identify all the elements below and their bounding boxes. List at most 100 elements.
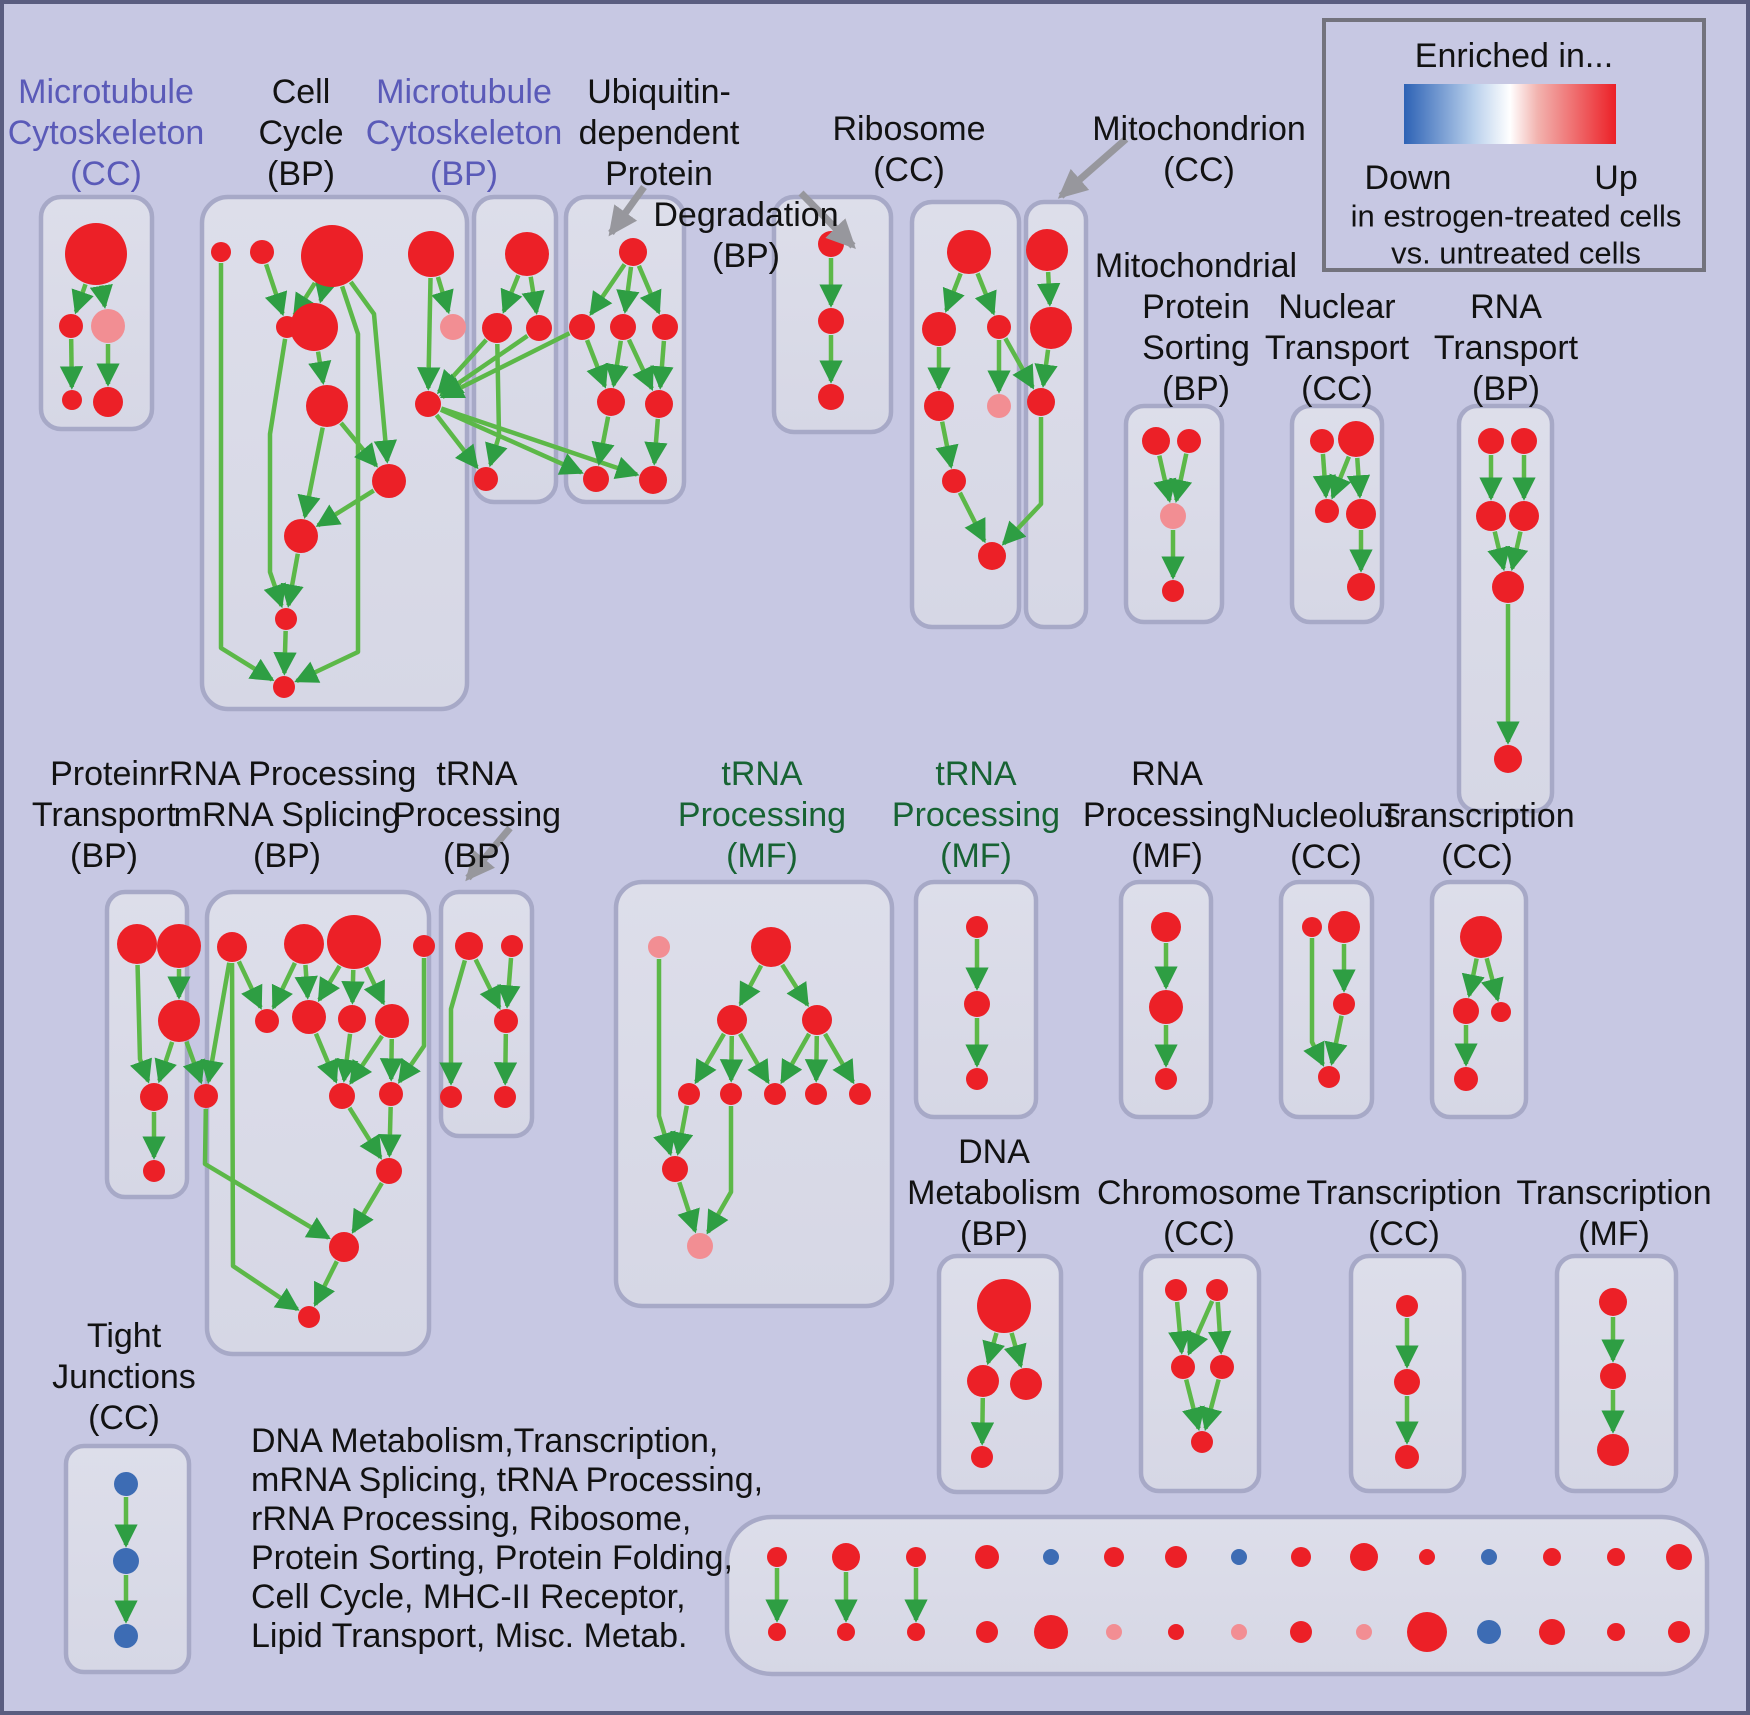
go-term-node-j1 <box>1478 428 1504 454</box>
go-term-node-bt8 <box>1231 1549 1247 1565</box>
go-term-node-s1 <box>1460 916 1502 958</box>
misc-text-line3: rRNA Processing, Ribosome, <box>251 1500 691 1538</box>
edge-n1-n9 <box>200 962 232 1084</box>
label-pointer-arrow-0 <box>608 184 647 237</box>
go-term-node-i2 <box>1338 421 1374 457</box>
label-protein-transport-line2: Transport <box>32 796 177 834</box>
go-term-node-d5 <box>597 388 625 416</box>
go-term-node-d7 <box>583 466 609 492</box>
edge-n4-n11 <box>397 958 427 1084</box>
edge-mc1-mc2 <box>500 274 523 314</box>
label-ubiquitin-line3: Protein <box>605 155 713 193</box>
edge-r1-r3 <box>974 272 997 316</box>
label-nuclear-transport-line1: Nuclear <box>1278 288 1395 326</box>
edge-i2-i3 <box>1329 455 1352 500</box>
go-term-node-j2 <box>1511 428 1537 454</box>
go-term-node-t5 <box>494 1086 516 1108</box>
go-term-node-bt2 <box>832 1543 860 1571</box>
go-term-node-bt7 <box>1165 1546 1187 1568</box>
go-term-node-q2 <box>1328 911 1360 943</box>
edge-a1-a2 <box>71 283 94 315</box>
label-pointer-arrow-1 <box>798 190 856 249</box>
edge-n2-n6 <box>294 964 318 1000</box>
go-term-node-s3 <box>1491 1002 1511 1022</box>
go-term-node-x5 <box>1191 1431 1213 1453</box>
go-term-node-c7 <box>306 385 348 427</box>
label-mito-protein-sorting-line3: Sorting <box>1142 329 1250 367</box>
label-transcription-cc2-line2: (CC) <box>1441 838 1513 876</box>
go-term-node-x1 <box>1165 1279 1187 1301</box>
go-term-node-k3 <box>158 1000 200 1042</box>
go-term-node-n4 <box>413 935 435 957</box>
edge-c3-c8 <box>348 280 398 464</box>
go-term-node-n13 <box>376 1158 402 1184</box>
go-term-node-bb4 <box>976 1621 998 1643</box>
go-term-node-a5 <box>93 387 123 417</box>
go-term-node-h3 <box>1160 503 1186 529</box>
go-term-node-bt10 <box>1350 1543 1378 1571</box>
edge-u4-u8 <box>804 1035 829 1083</box>
label-rrna-processing-line3: (BP) <box>253 837 321 875</box>
go-term-node-j5 <box>1492 571 1524 603</box>
go-term-node-bb7 <box>1168 1624 1184 1640</box>
go-term-node-bb8 <box>1231 1624 1247 1640</box>
go-term-node-u7 <box>764 1083 786 1105</box>
go-term-node-n14 <box>329 1232 359 1262</box>
go-term-node-bb13 <box>1539 1619 1565 1645</box>
edge-h2-h3 <box>1169 453 1193 503</box>
go-term-node-tj2 <box>113 1548 139 1574</box>
edge-n2-n5 <box>271 961 297 1010</box>
label-chromosome-line1: Chromosome <box>1097 1174 1301 1212</box>
go-term-node-n5 <box>255 1009 279 1033</box>
go-term-node-u8 <box>805 1083 827 1105</box>
label-transcription-mf-line1: Transcription <box>1516 1174 1711 1212</box>
label-ribosome-line2: (CC) <box>873 151 945 189</box>
edge-r3-m3 <box>1003 337 1035 390</box>
label-mito-protein-sorting-line1: Mitochondrial <box>1095 247 1297 285</box>
edge-r6-r7 <box>957 491 987 544</box>
labels: MicrotubuleCytoskeleton(CC)CellCycle(BP)… <box>8 73 1712 1437</box>
go-term-node-s4 <box>1454 1067 1478 1091</box>
go-term-node-bb15 <box>1668 1621 1690 1643</box>
label-dna-metabolism-line1: DNA <box>958 1133 1030 1171</box>
go-term-node-n9 <box>194 1084 218 1108</box>
go-term-node-c10 <box>275 608 297 630</box>
label-rna-transport-line3: (BP) <box>1472 370 1540 408</box>
edge-d4-d6 <box>650 340 674 390</box>
label-trna-processing-mf2-line2: Processing <box>892 796 1060 834</box>
edge-c2-c5 <box>263 263 288 317</box>
label-microtubule-bp-line1: Microtubule <box>376 73 552 111</box>
go-term-node-m2 <box>1030 307 1072 349</box>
label-cell-cycle-line2: Cycle <box>258 114 343 152</box>
edge-d2-chub <box>439 331 571 399</box>
edge-n8-n11 <box>379 1038 404 1082</box>
label-trna-processing-bp-line3: (BP) <box>443 837 511 875</box>
label-trna-processing-mf1-line3: (MF) <box>726 837 798 875</box>
edge-n1-n15 <box>229 962 300 1312</box>
go-term-node-t4 <box>440 1086 462 1108</box>
edge-r1-r2 <box>942 272 965 313</box>
edge-c1-c11 <box>218 263 275 682</box>
edge-n8-n10 <box>349 1034 384 1085</box>
label-trna-processing-mf1-line1: tRNA <box>721 755 803 793</box>
edge-t1-t3 <box>473 958 502 1010</box>
go-term-node-bt12 <box>1481 1549 1497 1565</box>
go-term-node-n7 <box>338 1005 366 1033</box>
edge-u4-u9 <box>823 1032 855 1085</box>
go-term-node-mc1 <box>505 232 549 276</box>
go-term-node-bb11 <box>1407 1612 1447 1652</box>
go-term-node-h4 <box>1162 580 1184 602</box>
go-term-node-cpink <box>440 314 466 340</box>
edge-s1-s2 <box>1461 958 1485 998</box>
label-pointer-arrow-3 <box>465 825 513 882</box>
edge-u2-u4 <box>780 963 810 1008</box>
edge-u3-u5 <box>694 1032 726 1085</box>
go-term-node-e3 <box>818 384 844 410</box>
misc-text-line6: Lipid Transport, Misc. Metab. <box>251 1617 688 1655</box>
go-term-node-bb5 <box>1034 1615 1068 1649</box>
label-rna-transport-line2: Transport <box>1434 329 1579 367</box>
go-term-node-bt5 <box>1043 1549 1059 1565</box>
edge-k1-k4 <box>129 964 152 1084</box>
go-term-node-x3 <box>1171 1355 1195 1379</box>
